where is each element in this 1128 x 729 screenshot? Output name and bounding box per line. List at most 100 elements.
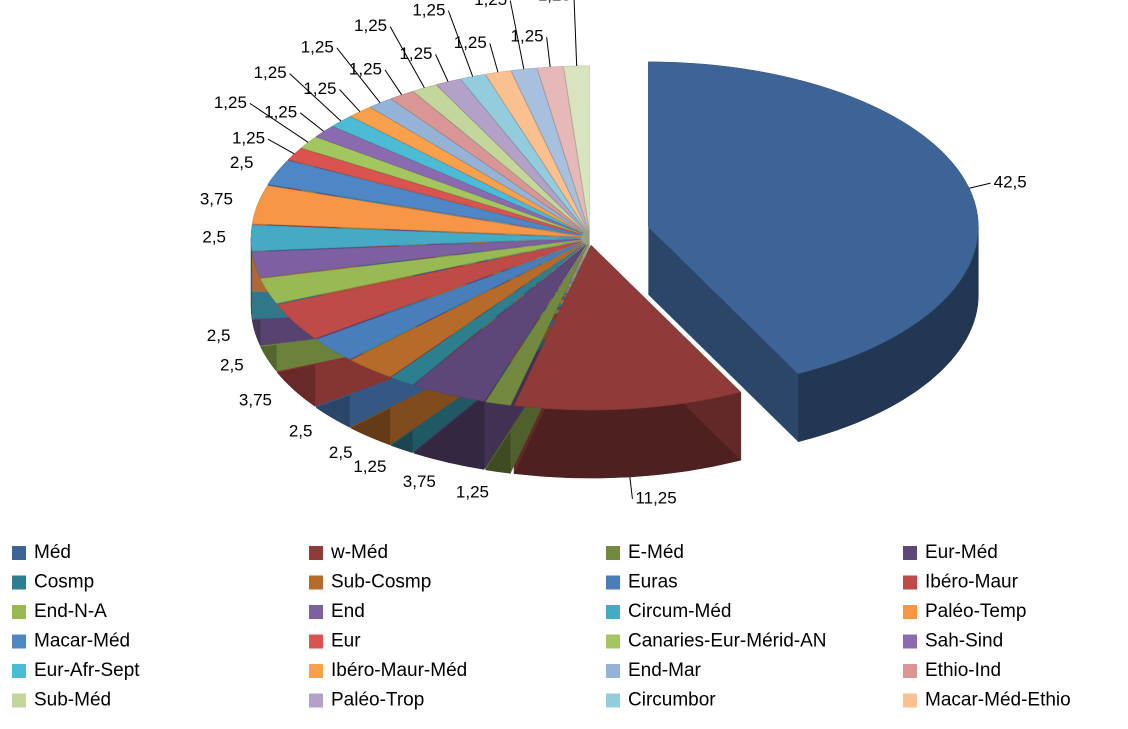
slice: [251, 185, 582, 237]
legend-swatch: [309, 693, 323, 708]
pie-tops: [250, 61, 979, 411]
legend-label: End-Mar: [628, 660, 702, 681]
leader-line: [447, 10, 474, 77]
legend-swatch: [12, 664, 26, 678]
data-label: 3,75: [200, 190, 233, 209]
leader-line: [573, 0, 578, 66]
data-label: 1,25: [349, 59, 382, 78]
data-label: 1,25: [399, 44, 432, 63]
legend-label: Sub-Cosmp: [331, 572, 431, 593]
legend-swatch: [606, 693, 620, 708]
legend-swatch: [309, 605, 323, 619]
slice: [513, 244, 742, 411]
legend-label: Macar-Méd-Ethio: [925, 690, 1071, 711]
leader-line: [249, 103, 309, 143]
data-label: 1,25: [264, 102, 297, 121]
data-label: 2,5: [230, 153, 254, 172]
slice: [485, 244, 588, 406]
data-label: 2,5: [220, 355, 244, 374]
slice: [413, 244, 587, 402]
legend-swatch: [606, 546, 620, 560]
slice: [412, 84, 586, 232]
data-label: 2,5: [207, 326, 231, 345]
slice: [315, 242, 584, 360]
legend-swatch: [12, 605, 26, 619]
data-labels: 42,511,251,253,751,252,52,53,752,52,52,5…: [200, 0, 1027, 507]
leader-line: [629, 476, 633, 499]
data-label: 1,25: [474, 0, 507, 9]
data-label: 1,25: [303, 79, 336, 98]
slice-cut: [648, 226, 799, 442]
data-label: 3,75: [403, 472, 436, 491]
slice: [276, 241, 583, 339]
slice: [390, 243, 586, 385]
data-label: 2,5: [202, 227, 226, 246]
legend-swatch: [12, 546, 26, 560]
legend-label: End-N-A: [34, 601, 107, 622]
slice: [369, 98, 585, 233]
data-label: 1,25: [254, 63, 287, 82]
data-label: 2,5: [289, 422, 313, 441]
legend-label: Ibéro-Maur-Méd: [331, 660, 467, 681]
slice: [435, 78, 587, 232]
data-label: 1,25: [511, 27, 544, 46]
slice: [315, 126, 584, 234]
legend-label: Macar-Méd: [34, 631, 130, 652]
legend-label: Ethio-Ind: [925, 660, 1001, 681]
legend-swatch: [606, 605, 620, 619]
legend-label: Canaries-Eur-Mérid-AN: [628, 631, 827, 652]
legend-swatch: [309, 664, 323, 678]
legend-swatch: [903, 575, 917, 590]
leader-line: [299, 112, 325, 132]
legend-swatch: [903, 634, 917, 649]
legend-label: Eur-Méd: [925, 542, 998, 563]
legend-label: Circum-Méd: [628, 601, 731, 622]
legend-swatch: [903, 605, 917, 619]
slice: [349, 106, 585, 233]
legend: Méd w-Méd E-Méd Eur-Méd Cosmp Sub-Cosmp Euras I…: [12, 542, 1071, 711]
legend-label: Sub-Méd: [34, 690, 111, 711]
slice: [267, 160, 582, 236]
slice: [331, 116, 584, 234]
leader-line: [339, 89, 361, 112]
legend-swatch: [606, 575, 620, 590]
legend-swatch: [12, 693, 26, 708]
data-label: 1,25: [354, 16, 387, 35]
data-label: 1,25: [353, 457, 386, 476]
data-label: 2,5: [329, 443, 353, 462]
legend-label: Eur: [331, 631, 361, 652]
slice: [251, 238, 582, 278]
legend-label: Méd: [34, 542, 71, 563]
legend-label: Eur-Afr-Sept: [34, 660, 140, 681]
slice: [648, 61, 979, 375]
legend-swatch: [309, 575, 323, 590]
leader-line: [389, 26, 425, 89]
data-label: 1,25: [301, 37, 334, 56]
slice: [260, 239, 582, 304]
leader-line: [289, 73, 342, 122]
legend-label: Euras: [628, 572, 678, 593]
data-label: 1,25: [214, 93, 247, 112]
leader-line: [435, 54, 449, 82]
leader-line: [336, 47, 381, 104]
legend-label: End: [331, 601, 365, 622]
legend-label: w-Méd: [330, 542, 388, 563]
data-label: 1,25: [454, 33, 487, 52]
leader-line: [489, 43, 499, 73]
legend-label: Cosmp: [34, 572, 94, 593]
leader-line: [546, 37, 551, 68]
legend-swatch: [606, 664, 620, 678]
data-label: 3,75: [239, 390, 272, 409]
legend-swatch: [309, 546, 323, 560]
leader-line: [509, 0, 525, 70]
data-label: 11,25: [635, 488, 676, 507]
legend-label: Paléo-Temp: [925, 601, 1026, 622]
legend-swatch: [606, 634, 620, 649]
data-label: 1,25: [232, 129, 265, 148]
legend-swatch: [903, 664, 917, 678]
leader-line: [267, 138, 295, 155]
slice: [510, 67, 589, 232]
legend-label: E-Méd: [628, 542, 684, 563]
leader-line: [969, 182, 991, 189]
